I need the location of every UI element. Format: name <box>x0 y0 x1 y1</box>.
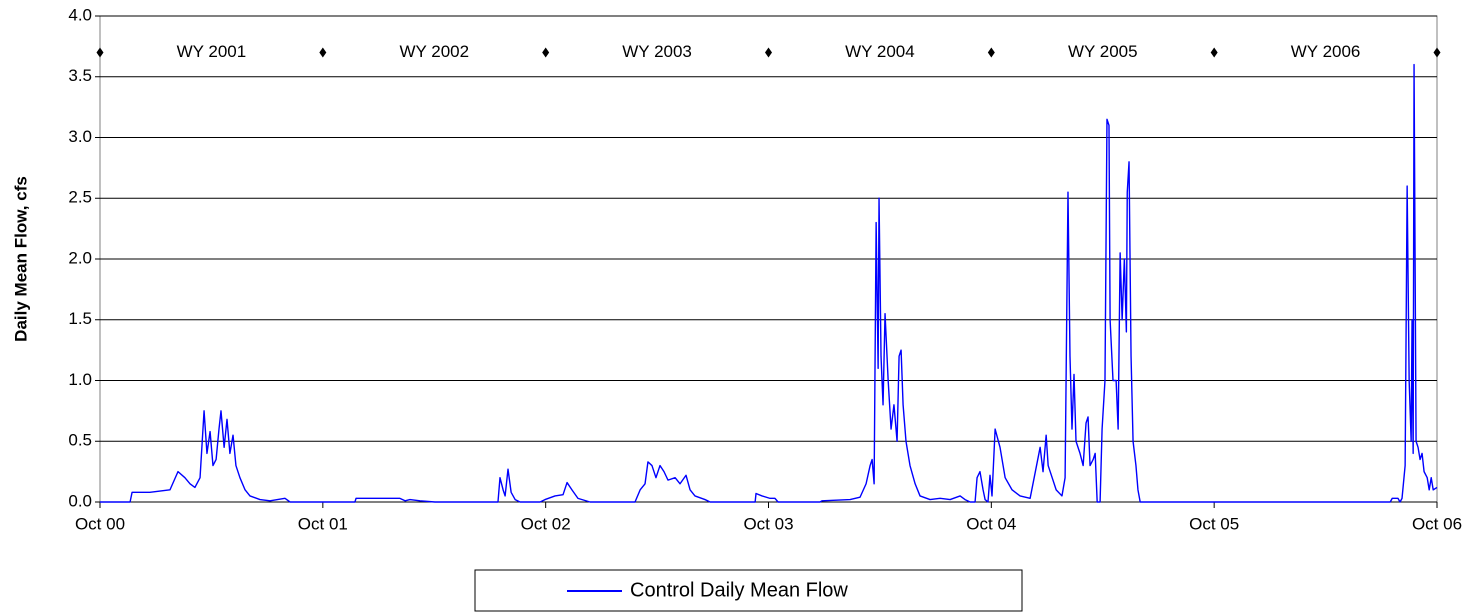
y-tick-label: 1.5 <box>68 309 92 328</box>
wy-label: WY 2004 <box>845 42 915 61</box>
y-tick-label: 3.5 <box>68 66 92 85</box>
wy-marker <box>542 47 550 58</box>
y-tick-label: 2.0 <box>68 248 92 267</box>
wy-label: WY 2006 <box>1291 42 1361 61</box>
x-tick-label: Oct 00 <box>75 514 125 533</box>
y-tick-label: 1.0 <box>68 370 92 389</box>
x-tick-label: Oct 06 <box>1412 514 1462 533</box>
flow-line <box>100 63 1438 503</box>
x-tick-label: Oct 04 <box>966 514 1016 533</box>
wy-marker <box>765 47 772 58</box>
wy-label: WY 2003 <box>622 42 692 61</box>
y-tick-label: 4.0 <box>68 5 92 24</box>
wy-marker <box>1433 47 1441 58</box>
y-axis-label: Daily Mean Flow, cfs <box>11 176 30 342</box>
legend-box <box>474 569 1023 612</box>
y-tick-label: 0.0 <box>68 491 92 510</box>
x-tick-label: Oct 03 <box>743 514 793 533</box>
wy-marker <box>987 47 995 58</box>
wy-marker <box>1210 47 1218 58</box>
wy-label: WY 2005 <box>1068 42 1138 61</box>
y-tick-label: 3.0 <box>68 127 92 146</box>
wy-label: WY 2001 <box>177 42 247 61</box>
x-tick-label: Oct 01 <box>298 514 348 533</box>
legend-label: Control Daily Mean Flow <box>630 579 848 601</box>
x-tick-label: Oct 05 <box>1189 514 1239 533</box>
wy-marker <box>96 47 104 58</box>
x-tick-label: Oct 02 <box>521 514 571 533</box>
y-tick-label: 0.5 <box>68 431 92 450</box>
y-tick-label: 2.5 <box>68 188 92 207</box>
wy-label: WY 2002 <box>399 42 469 61</box>
wy-marker <box>319 47 327 58</box>
